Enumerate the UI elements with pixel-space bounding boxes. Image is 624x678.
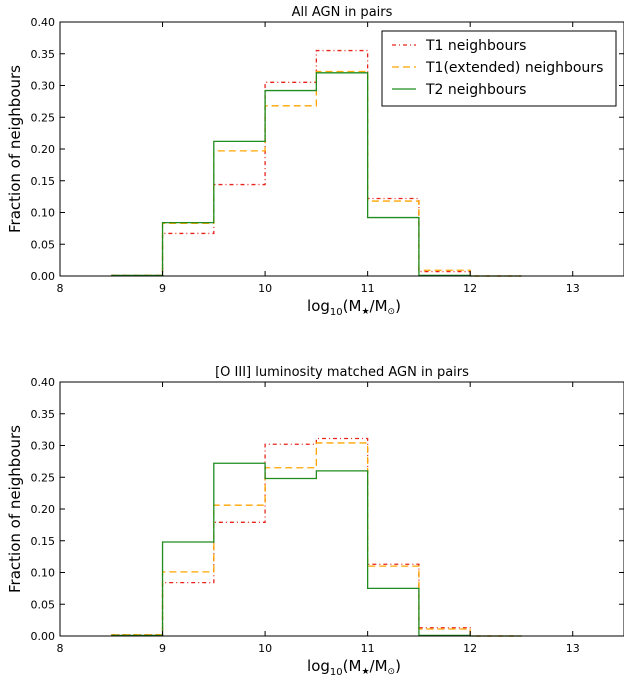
y-tick-label: 0.05 [31,238,56,251]
chart-title: All AGN in pairs [292,5,393,20]
y-tick-label: 0.35 [31,408,56,421]
y-tick-label: 0.20 [31,503,56,516]
x-tick-label: 12 [463,642,477,655]
legend-label: T1(extended) neighbours [425,60,603,76]
legend-label: T2 neighbours [425,82,526,98]
x-tick-label: 12 [463,282,477,295]
x-tick-label: 10 [258,282,272,295]
y-tick-label: 0.30 [31,80,56,93]
legend: T1 neighbours T1(extended) neighbours T2 n… [381,30,617,107]
series-t1-neighbours [111,49,522,277]
panel-2: 8 9 10 11 12 13 0.00 0.05 0.10 0.15 0.20 0.25 0.30 0.… [6,365,624,678]
y-tick-label: 0.40 [31,16,56,29]
y-tick-label: 0.35 [31,48,56,61]
y-tick-label: 0.05 [31,598,56,611]
series-t2-neighbours [111,462,522,637]
plot-frame [59,381,624,637]
x-tick-label: 9 [159,642,166,655]
x-tick-label: 13 [566,642,580,655]
legend-label: T1 neighbours [425,38,526,54]
x-tick-label: 8 [57,282,64,295]
y-tick-label: 0.30 [31,440,56,453]
series-t2-neighbours [111,72,522,277]
chart-title: [O III] luminosity matched AGN in pairs [215,365,469,380]
legend-box [381,30,617,107]
y-tick-label: 0.00 [31,270,56,283]
y-axis-label: Fraction of neighbours [6,425,24,593]
y-tick-label: 0.15 [31,175,56,188]
series-t1-neighbours [111,437,522,637]
x-tick-label: 10 [258,642,272,655]
x-axis-label: log10(M★/M⊙) [307,297,401,318]
y-tick-label: 0.10 [31,207,56,220]
y-tick-label: 0.20 [31,143,56,156]
y-tick-label: 0.25 [31,471,56,484]
x-tick-label: 11 [361,282,375,295]
x-tick-label: 13 [566,282,580,295]
y-tick-label: 0.00 [31,630,56,643]
x-tick-label: 8 [57,642,64,655]
y-axis-label: Fraction of neighbours [6,65,24,233]
x-axis-label: log10(M★/M⊙) [307,657,401,678]
y-tick-label: 0.15 [31,535,56,548]
x-tick-label: 9 [159,282,166,295]
y-tick-label: 0.10 [31,567,56,580]
panel-1: 8 9 10 11 12 13 0.00 0.05 0.10 0.15 0.20 0.25 0.30 0.… [6,5,624,318]
y-tick-label: 0.40 [31,376,56,389]
y-tick-label: 0.25 [31,111,56,124]
x-tick-label: 11 [361,642,375,655]
